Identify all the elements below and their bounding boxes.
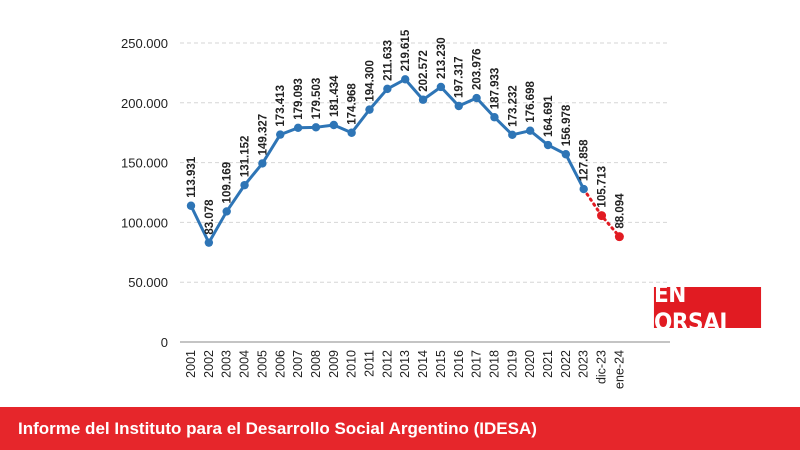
data-label: 131.152 (240, 136, 252, 178)
x-tick-label: 2017 (470, 350, 484, 378)
x-tick-label: 2007 (291, 350, 305, 378)
data-point (508, 130, 517, 140)
data-label: 174.968 (347, 83, 359, 125)
data-point (311, 123, 321, 132)
data-point (418, 95, 428, 104)
data-label: 211.633 (382, 40, 394, 81)
x-tick-label: 2014 (416, 350, 430, 378)
data-point (401, 75, 410, 84)
data-label: 109.169 (222, 162, 234, 204)
data-label: 181.434 (329, 75, 341, 117)
x-tick-label: 2004 (238, 350, 252, 378)
data-point (204, 238, 214, 247)
caption-text: Informe del Instituto para el Desarrollo… (18, 418, 537, 438)
data-point (329, 120, 338, 130)
badge-text: EN ORSAI (653, 279, 728, 336)
x-tick-label: 2020 (523, 350, 537, 378)
y-tick-label: 50.000 (128, 275, 168, 290)
x-tick-label: 2002 (202, 350, 216, 378)
data-point (490, 113, 499, 122)
x-tick-label: 2011 (363, 350, 377, 377)
data-label: 83.078 (204, 199, 216, 235)
data-point (597, 211, 607, 221)
x-tick-label: 2021 (541, 350, 555, 378)
y-tick-label: 0 (161, 335, 168, 350)
data-point (543, 140, 553, 150)
data-label: 219.615 (400, 29, 412, 71)
x-tick-label: 2006 (273, 350, 287, 378)
data-label: 156.978 (561, 104, 573, 146)
data-point (472, 93, 481, 103)
data-point (454, 101, 463, 111)
data-label: 187.933 (489, 68, 501, 110)
y-tick-label: 250.000 (121, 36, 168, 51)
data-label: 202.572 (418, 50, 430, 92)
x-tick-label: 2010 (345, 350, 359, 378)
data-label: 179.503 (311, 78, 323, 120)
data-point (525, 126, 535, 135)
data-point (365, 105, 374, 114)
data-point (436, 82, 446, 92)
data-point (579, 184, 588, 194)
x-tick-label: 2008 (309, 350, 323, 378)
data-point (240, 180, 249, 190)
x-tick-label: 2015 (434, 350, 448, 378)
data-label: 88.094 (614, 193, 626, 229)
data-label: 173.413 (275, 85, 287, 127)
data-point (347, 128, 356, 137)
data-label: 197.317 (454, 56, 466, 98)
data-label: 176.698 (525, 80, 537, 122)
data-label: 203.976 (472, 48, 484, 90)
y-tick-label: 200.000 (121, 96, 168, 111)
x-tick-label: 2022 (559, 350, 573, 378)
data-point (561, 150, 571, 159)
data-label: 179.093 (293, 78, 305, 120)
data-label: 213.230 (436, 37, 448, 79)
x-tick-label: 2001 (184, 350, 198, 378)
line-chart: 0 50.000 100.000 150.000 200.000 250.000 2001 2… (121, 29, 670, 389)
data-label: 113.931 (186, 156, 198, 198)
data-label: 105.713 (597, 166, 609, 208)
data-point (614, 232, 624, 242)
data-point (293, 123, 303, 133)
x-tick-label: 2023 (577, 350, 591, 378)
x-tick-label: 2009 (327, 350, 341, 378)
x-tick-label: 2016 (452, 350, 466, 378)
data-label: 127.858 (579, 139, 591, 181)
data-label: 149.327 (257, 114, 269, 156)
y-tick-label: 150.000 (121, 156, 168, 171)
x-tick-label: 2003 (220, 350, 234, 378)
y-tick-label: 100.000 (121, 215, 168, 230)
data-point (186, 201, 196, 210)
en-orsai-logo: EN ORSAI (653, 280, 762, 336)
data-point (222, 207, 231, 216)
x-tick-label: 2012 (380, 350, 394, 378)
x-tick-label: 2018 (487, 350, 501, 378)
data-point (383, 84, 392, 94)
data-label: 164.691 (543, 95, 555, 137)
x-tick-label: 2013 (398, 350, 412, 378)
data-label: 173.232 (507, 85, 519, 127)
data-point (276, 130, 285, 139)
caption-bar: Informe del Instituto para el Desarrollo… (0, 407, 800, 450)
data-point (258, 159, 267, 168)
x-tick-label: ene-24 (612, 350, 626, 389)
x-tick-label: 2019 (505, 350, 519, 378)
data-label: 194.300 (365, 60, 377, 102)
x-tick-label: 2005 (255, 350, 269, 378)
x-tick-label: dic-23 (595, 350, 609, 384)
